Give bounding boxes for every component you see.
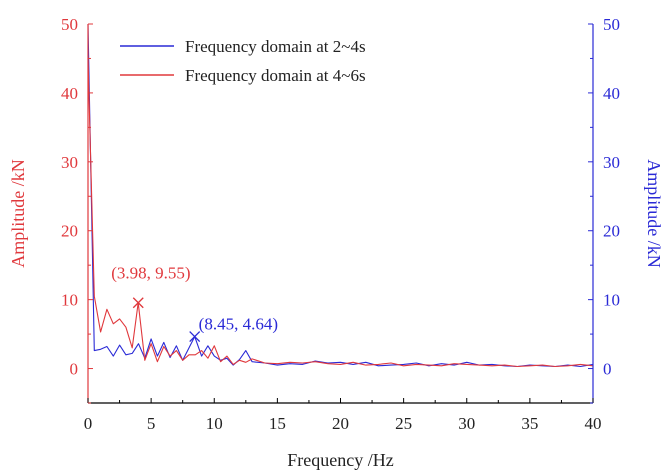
left-y-tick-label: 20 <box>61 222 78 241</box>
x-tick-label: 0 <box>84 414 93 433</box>
peak-annotation-blue: (8.45, 4.64) <box>199 315 278 334</box>
x-tick-label: 20 <box>332 414 349 433</box>
right-y-axis-title: Amplitude /kN <box>644 159 664 268</box>
left-y-tick-label: 30 <box>61 153 78 172</box>
right-y-tick-label: 40 <box>603 84 620 103</box>
peak-annotation-red: (3.98, 9.55) <box>111 264 190 283</box>
x-tick-label: 25 <box>395 414 412 433</box>
right-y-axis-ticks: 0 10 20 30 40 50 <box>588 15 620 404</box>
right-y-tick-label: 0 <box>603 360 612 379</box>
peak-marker-x <box>132 297 144 309</box>
x-tick-label: 35 <box>521 414 538 433</box>
x-tick-label: 15 <box>269 414 286 433</box>
right-y-tick-label: 30 <box>603 153 620 172</box>
x-axis-title: Frequency /Hz <box>287 450 393 470</box>
x-tick-label: 5 <box>147 414 156 433</box>
x-tick-label: 40 <box>585 414 602 433</box>
right-y-tick-label: 50 <box>603 15 620 34</box>
annotation-markers <box>132 297 201 343</box>
left-y-tick-label: 0 <box>70 360 79 379</box>
x-tick-label: 30 <box>458 414 475 433</box>
series-line-4-6s <box>87 58 594 368</box>
legend-label-2-4s: Frequency domain at 2~4s <box>185 37 366 56</box>
x-tick-label: 10 <box>206 414 223 433</box>
left-y-axis-ticks: 0 10 20 30 40 50 <box>61 15 93 404</box>
series-layer <box>87 23 594 368</box>
x-axis-ticks: 0 5 10 15 20 25 30 35 40 <box>84 398 602 433</box>
right-y-tick-label: 20 <box>603 222 620 241</box>
left-y-axis-title: Amplitude /kN <box>8 159 28 268</box>
legend-label-4-6s: Frequency domain at 4~6s <box>185 66 366 85</box>
left-y-tick-label: 40 <box>61 84 78 103</box>
legend: Frequency domain at 2~4s Frequency domai… <box>120 37 366 85</box>
left-y-tick-label: 10 <box>61 291 78 310</box>
right-y-tick-label: 10 <box>603 291 620 310</box>
left-y-tick-label: 50 <box>61 15 78 34</box>
peak-marker-x <box>189 331 201 343</box>
axes: 0 5 10 15 20 25 30 35 40 0 10 20 30 40 50 0 10 20 30 40 50 <box>61 15 620 433</box>
plot-area <box>87 23 594 368</box>
